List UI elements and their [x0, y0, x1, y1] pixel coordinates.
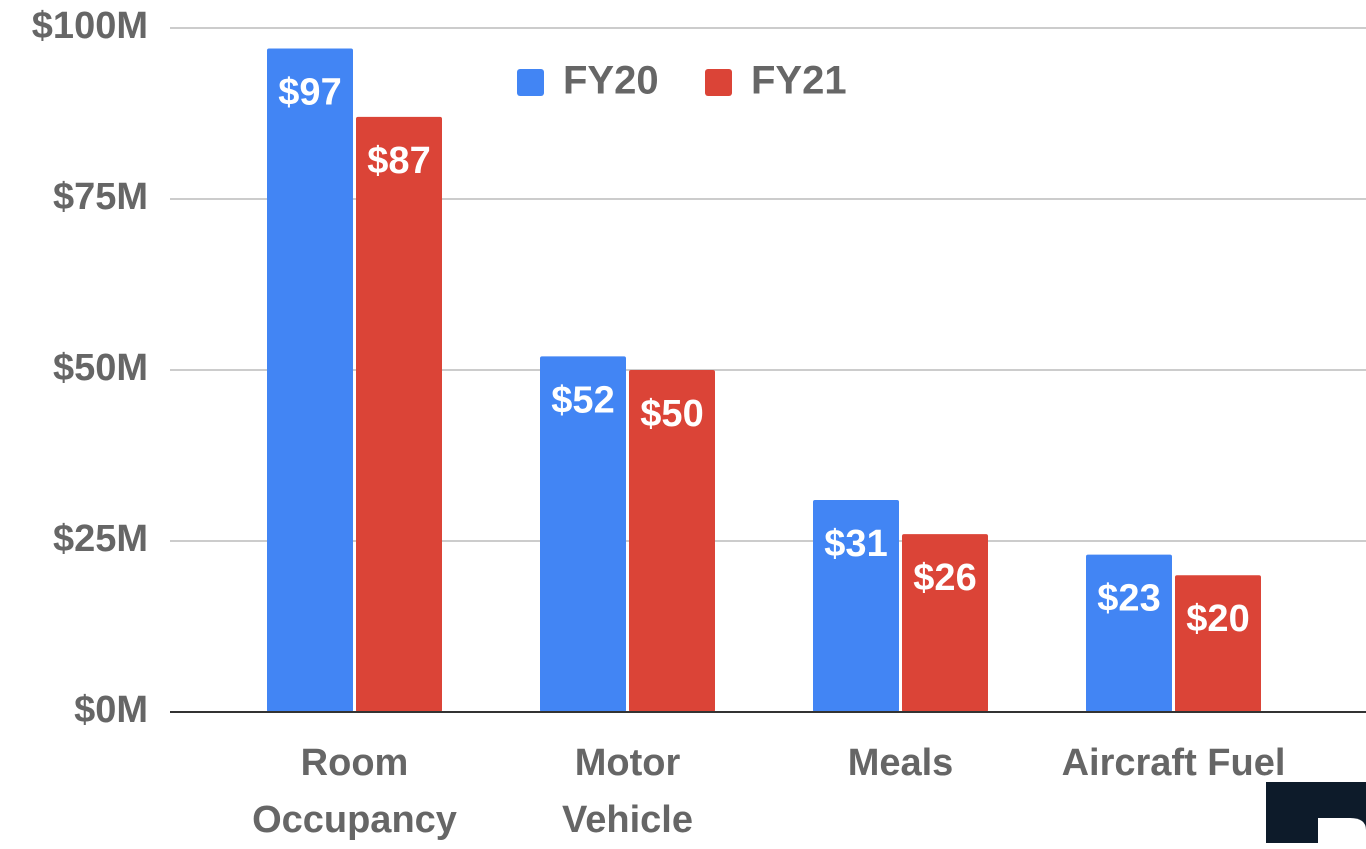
legend-swatch — [705, 69, 732, 96]
bar — [356, 116, 442, 713]
bar — [540, 356, 626, 712]
bar — [902, 534, 988, 712]
legend-label: FY20 — [563, 59, 659, 103]
legend-swatch — [517, 69, 544, 96]
data-label: $26 — [913, 557, 976, 599]
data-label: $31 — [824, 523, 887, 565]
y-tick-label: $75M — [53, 176, 148, 218]
y-tick-label: $50M — [53, 347, 148, 389]
data-label: $87 — [367, 140, 430, 182]
y-tick-label: $25M — [53, 518, 148, 560]
y-tick-label: $0M — [74, 689, 148, 731]
bar — [1175, 575, 1261, 712]
data-label: $50 — [640, 393, 703, 435]
bar — [813, 499, 899, 712]
bar — [629, 370, 715, 712]
x-tick-label: Aircraft Fuel — [1061, 742, 1286, 784]
x-tick-label: Motor Vehicle — [562, 742, 693, 841]
data-label: $20 — [1186, 598, 1249, 640]
bar — [267, 48, 353, 712]
x-tick-label: Room Occupancy — [252, 742, 457, 841]
y-tick-label: $100M — [32, 5, 148, 47]
legend-label: FY21 — [751, 59, 847, 103]
bar — [1086, 554, 1172, 712]
data-label: $97 — [278, 72, 341, 114]
x-tick-label: Meals — [847, 742, 954, 784]
logo-letter — [1318, 818, 1366, 843]
data-label: $52 — [551, 379, 614, 421]
data-label: $23 — [1097, 578, 1160, 620]
